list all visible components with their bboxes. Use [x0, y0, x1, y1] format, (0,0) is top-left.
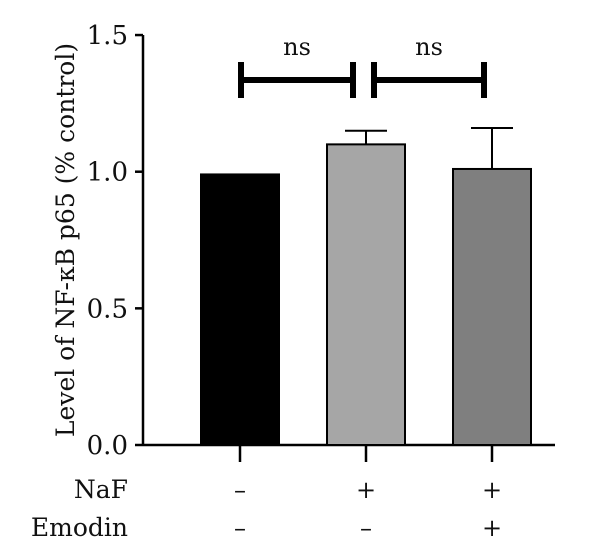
bar-1	[200, 173, 280, 446]
y-tick-label: 0.0	[87, 431, 128, 461]
bars	[200, 143, 532, 446]
error-bars	[345, 126, 513, 169]
y-axis-title: Level of NF-κB p65 (% control)	[51, 43, 80, 437]
condition-table: NaF – + + Emodin – – +	[31, 475, 502, 542]
condition-sign: –	[234, 514, 246, 542]
sig-label: ns	[283, 33, 311, 61]
sig-label: ns	[415, 33, 443, 61]
condition-sign: +	[482, 476, 502, 504]
y-tick-label: 0.5	[87, 294, 128, 324]
bar-3	[452, 167, 532, 446]
significance-brackets: ns ns	[238, 33, 487, 98]
condition-sign: +	[356, 476, 376, 504]
condition-sign: –	[360, 514, 372, 542]
condition-sign: +	[482, 514, 502, 542]
y-tick-label: 1.0	[87, 158, 128, 188]
y-ticks: 0.0 0.5 1.0 1.5	[87, 21, 143, 461]
y-tick-label: 1.5	[87, 21, 128, 51]
condition-label: NaF	[74, 475, 128, 504]
condition-label: Emodin	[31, 513, 128, 542]
x-ticks	[238, 445, 494, 462]
bar-2	[326, 143, 406, 446]
condition-sign: –	[234, 476, 246, 504]
